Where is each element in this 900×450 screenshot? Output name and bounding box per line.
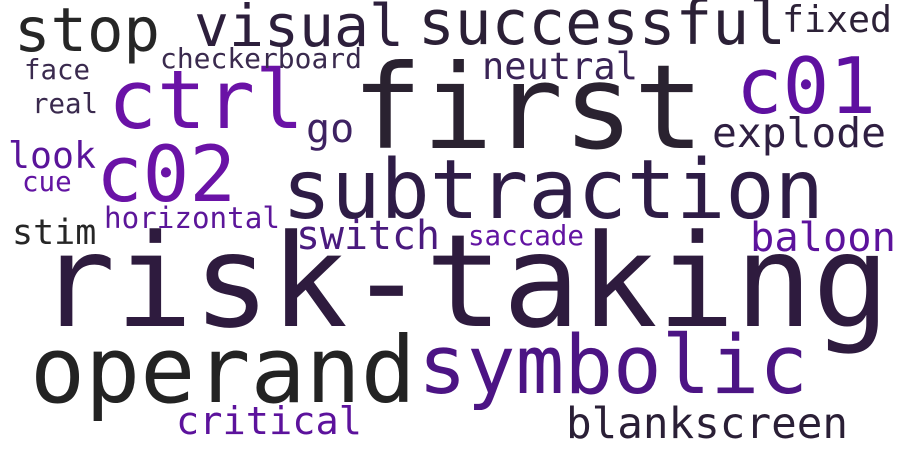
word-critical: critical: [176, 399, 362, 445]
word-explode: explode: [712, 109, 886, 158]
word-cue: cue: [22, 165, 72, 198]
word-horizontal: horizontal: [104, 201, 280, 236]
word-ctrl: ctrl: [108, 53, 304, 149]
word-operand: operand: [30, 317, 416, 424]
word-subtraction: subtraction: [282, 143, 824, 239]
word-face: face: [24, 54, 90, 86]
word-stop: stop: [14, 0, 160, 66]
word-checkerboard: checkerboard: [160, 41, 362, 75]
word-symbolic: symbolic: [418, 319, 808, 414]
word-risk-taking: risk-taking: [38, 207, 890, 357]
word-neutral: neutral: [482, 44, 638, 88]
word-fixed: fixed: [782, 0, 892, 41]
word-go: go: [306, 106, 355, 153]
word-look: look: [8, 133, 96, 177]
word-saccade: saccade: [468, 219, 584, 252]
word-visual: visual: [194, 0, 404, 61]
word-c02: c02: [96, 129, 236, 220]
word-stim: stim: [12, 212, 97, 253]
word-switch: switch: [296, 213, 440, 260]
word-real: real: [32, 88, 98, 120]
word-blankscreen: blankscreen: [566, 398, 848, 449]
word-c01: c01: [736, 41, 876, 132]
word-first: first: [352, 38, 704, 176]
word-baloon: baloon: [750, 213, 896, 262]
word-successful: successful: [418, 0, 786, 59]
